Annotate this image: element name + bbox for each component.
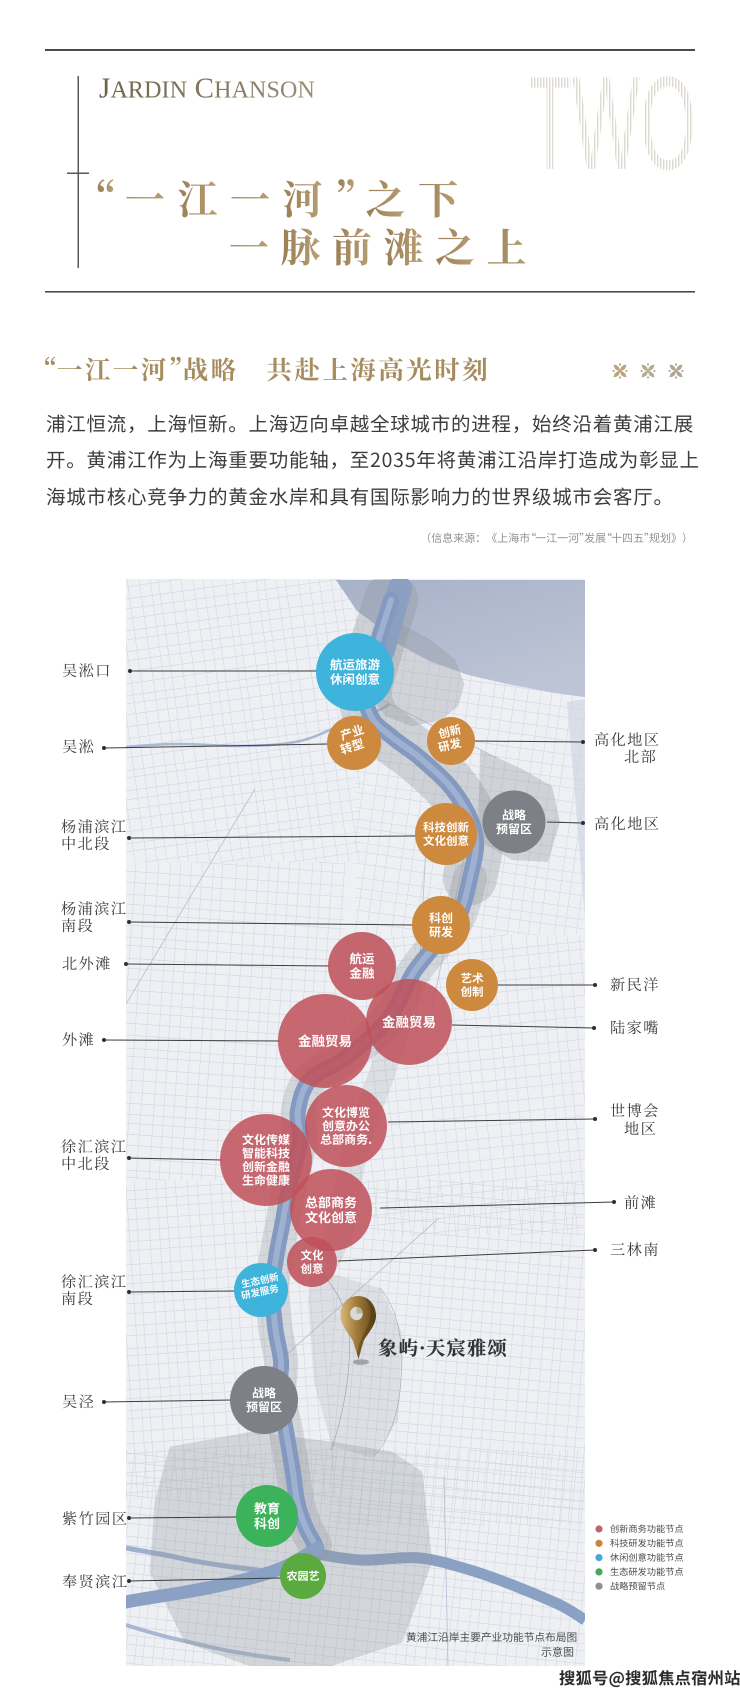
svg-text:JARDIN CHANSON: JARDIN CHANSON [99, 73, 315, 105]
svg-text:TWO: TWO [528, 50, 696, 198]
